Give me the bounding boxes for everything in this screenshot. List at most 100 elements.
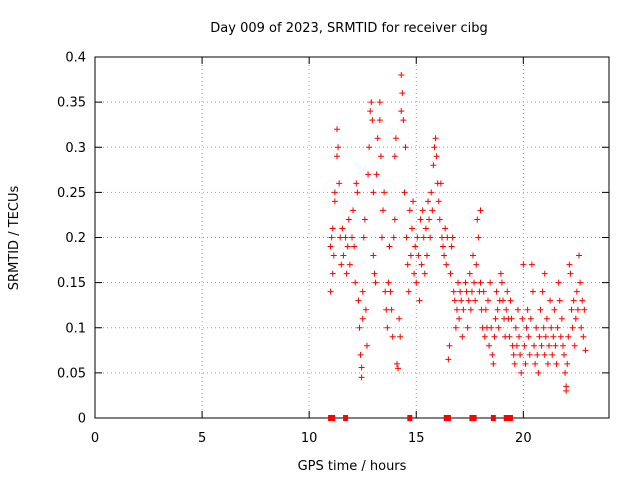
data-point	[522, 360, 529, 367]
x-tick-label: 10	[301, 431, 318, 446]
data-point	[464, 324, 471, 331]
data-point	[404, 261, 411, 268]
data-point	[395, 365, 402, 372]
data-point	[554, 324, 561, 331]
data-point	[577, 279, 584, 286]
data-point	[489, 351, 496, 358]
data-point	[427, 234, 434, 241]
data-point	[345, 216, 352, 223]
data-point	[392, 135, 399, 142]
data-point	[467, 306, 474, 313]
data-point	[576, 252, 583, 259]
data-point	[416, 297, 423, 304]
data-point	[337, 234, 344, 241]
data-point	[491, 333, 498, 340]
y-tick-label: 0.05	[57, 366, 86, 381]
data-point	[499, 297, 506, 304]
data-point	[346, 261, 353, 268]
data-point	[508, 315, 515, 322]
data-point	[541, 270, 548, 277]
data-point	[451, 297, 458, 304]
data-point	[543, 315, 550, 322]
data-point	[431, 144, 438, 151]
data-point	[420, 234, 427, 241]
y-tick-label: 0.2	[65, 231, 86, 246]
data-point	[582, 347, 589, 354]
data-point	[368, 99, 375, 106]
data-point	[521, 342, 528, 349]
data-point	[527, 315, 534, 322]
data-point	[354, 189, 361, 196]
data-point	[402, 144, 409, 151]
data-point	[477, 207, 484, 214]
data-point	[352, 279, 359, 286]
data-point	[398, 108, 405, 115]
data-point	[413, 279, 420, 286]
data-point	[397, 333, 404, 340]
data-point	[518, 369, 525, 376]
data-point	[495, 324, 502, 331]
data-point	[356, 324, 363, 331]
x-tick-label: 15	[408, 431, 425, 446]
y-tick-label: 0.1	[65, 321, 86, 336]
data-point	[552, 342, 559, 349]
x-tick-label: 20	[515, 431, 532, 446]
data-point	[550, 333, 557, 340]
data-point	[459, 333, 466, 340]
data-point	[327, 288, 334, 295]
data-point	[331, 189, 338, 196]
data-point	[415, 252, 422, 259]
data-point	[361, 216, 368, 223]
data-point	[370, 252, 377, 259]
data-point	[487, 279, 494, 286]
data-point	[579, 297, 586, 304]
data-point	[572, 315, 579, 322]
data-point	[414, 234, 421, 241]
data-point	[559, 342, 566, 349]
data-point	[562, 369, 569, 376]
data-point	[580, 333, 587, 340]
data-point	[387, 288, 394, 295]
data-point	[506, 333, 513, 340]
data-point	[526, 351, 533, 358]
data-point	[336, 180, 343, 187]
data-point	[548, 324, 555, 331]
data-point	[433, 153, 440, 160]
data-point	[511, 360, 518, 367]
data-point	[581, 306, 588, 313]
data-point	[384, 324, 391, 331]
data-point	[355, 297, 362, 304]
data-point	[358, 374, 365, 381]
data-point	[423, 252, 430, 259]
data-point	[477, 279, 484, 286]
zero-marker	[445, 415, 451, 421]
data-point	[503, 306, 510, 313]
data-point	[558, 315, 565, 322]
data-point	[463, 288, 470, 295]
data-point	[376, 117, 383, 124]
data-point	[458, 297, 465, 304]
data-point	[565, 333, 572, 340]
data-point	[538, 342, 545, 349]
data-point	[556, 297, 563, 304]
x-axis-label: GPS time / hours	[298, 459, 407, 474]
data-point	[473, 261, 480, 268]
data-point	[440, 243, 447, 250]
data-point	[536, 333, 543, 340]
data-point	[568, 306, 575, 313]
data-point	[507, 297, 514, 304]
data-point	[334, 153, 341, 160]
data-point	[551, 306, 558, 313]
data-point	[555, 279, 562, 286]
data-points	[327, 72, 589, 394]
data-point	[374, 135, 381, 142]
data-point	[578, 324, 585, 331]
data-point	[330, 252, 337, 259]
data-point	[537, 306, 544, 313]
y-tick-label: 0.15	[57, 276, 86, 291]
data-point	[344, 243, 351, 250]
data-point	[398, 72, 405, 79]
data-point	[331, 198, 338, 205]
data-point	[567, 270, 574, 277]
